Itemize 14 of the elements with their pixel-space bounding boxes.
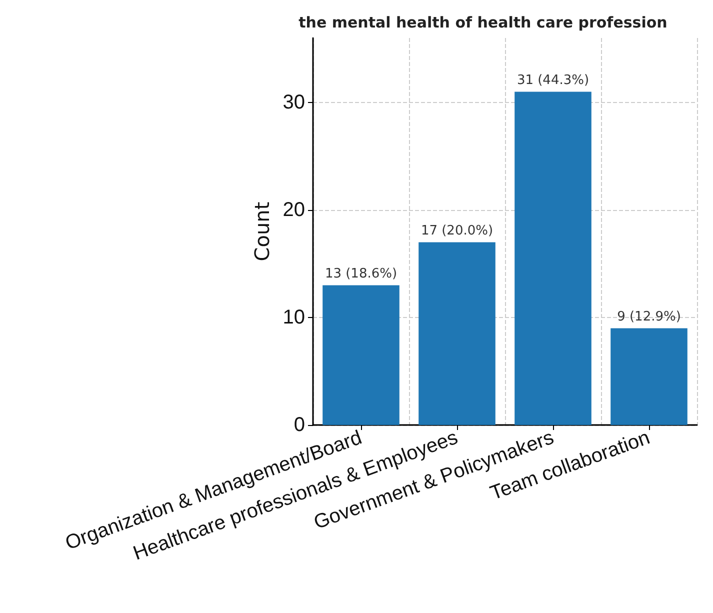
y-tick-label: 10 [282, 306, 305, 328]
y-tick-label: 20 [282, 199, 305, 221]
y-axis-title: Count [250, 202, 274, 262]
chart-title: the mental health of health care profession [298, 14, 668, 32]
bar [610, 328, 688, 425]
y-tick-label: 30 [282, 92, 305, 114]
data-label: 13 (18.6%) [324, 266, 398, 282]
bar [418, 242, 496, 425]
bar [322, 285, 400, 425]
bar [514, 92, 592, 425]
data-label: 31 (44.3%) [516, 72, 590, 88]
y-tick-label: 0 [294, 414, 305, 436]
data-label: 9 (12.9%) [617, 309, 681, 324]
data-label: 17 (20.0%) [420, 223, 494, 238]
